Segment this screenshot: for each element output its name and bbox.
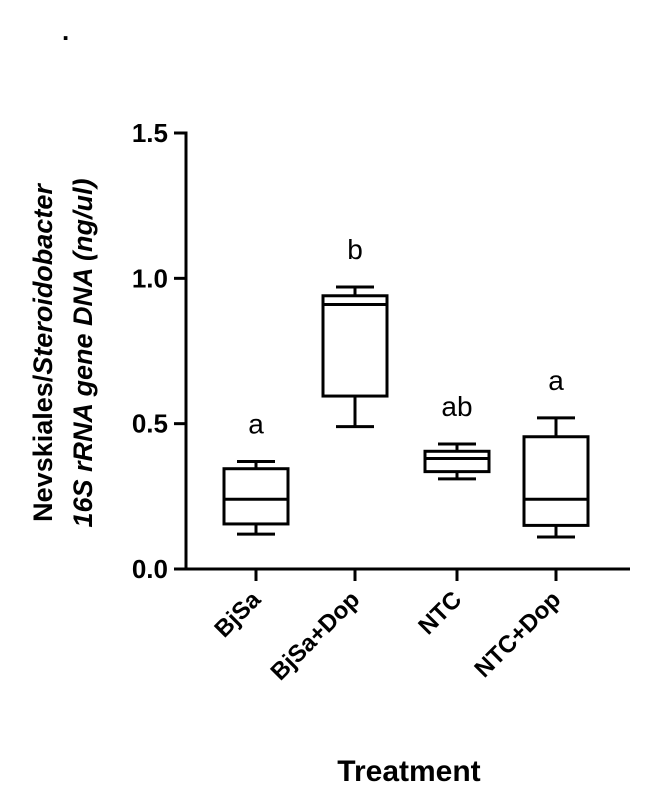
iqr-box xyxy=(222,467,290,526)
y-tick-label: 1.0 xyxy=(132,263,168,293)
y-axis-title-italic: Steroidobacter xyxy=(28,183,58,375)
corner-mark: . xyxy=(62,16,69,46)
y-tick-label: 0.0 xyxy=(132,554,168,584)
y-axis-title-2: 16S rRNA gene DNA (ng/ul) xyxy=(68,178,98,527)
significance-letter: a xyxy=(248,408,264,439)
iqr-box xyxy=(522,435,590,527)
y-axis-title-line1: Nevskiales/Steroidobacter xyxy=(28,183,58,522)
y-axis-title: Nevskiales/Steroidobacter xyxy=(28,183,58,522)
x-tick-label: BjSa+Dop xyxy=(266,586,366,686)
y-axis-title-prefix: Nevskiales/ xyxy=(28,374,58,522)
iqr-box xyxy=(321,294,389,398)
y-tick-label: 0.5 xyxy=(132,409,168,439)
x-axis-title: Treatment xyxy=(337,755,480,788)
box-bjsa: a xyxy=(222,408,290,536)
x-tick-label: BjSa xyxy=(209,586,266,643)
y-ticks: 0.0 0.5 1.0 1.5 xyxy=(132,118,186,584)
iqr-box xyxy=(423,449,491,474)
box-ntc: ab xyxy=(423,391,491,481)
significance-letter: ab xyxy=(441,391,472,422)
y-axis-title-line2: 16S rRNA gene DNA (ng/ul) xyxy=(68,178,98,527)
x-tick-label: NTC+Dop xyxy=(469,586,566,683)
x-tick-label: NTC xyxy=(413,586,467,640)
significance-letter: b xyxy=(347,234,363,265)
x-ticks: BjSa BjSa+Dop NTC NTC+Dop xyxy=(209,569,566,686)
y-tick-label: 1.5 xyxy=(132,118,168,148)
box-bjsa-dop: b xyxy=(321,234,389,429)
box-ntc-dop: a xyxy=(522,365,590,539)
significance-letter: a xyxy=(548,365,564,396)
